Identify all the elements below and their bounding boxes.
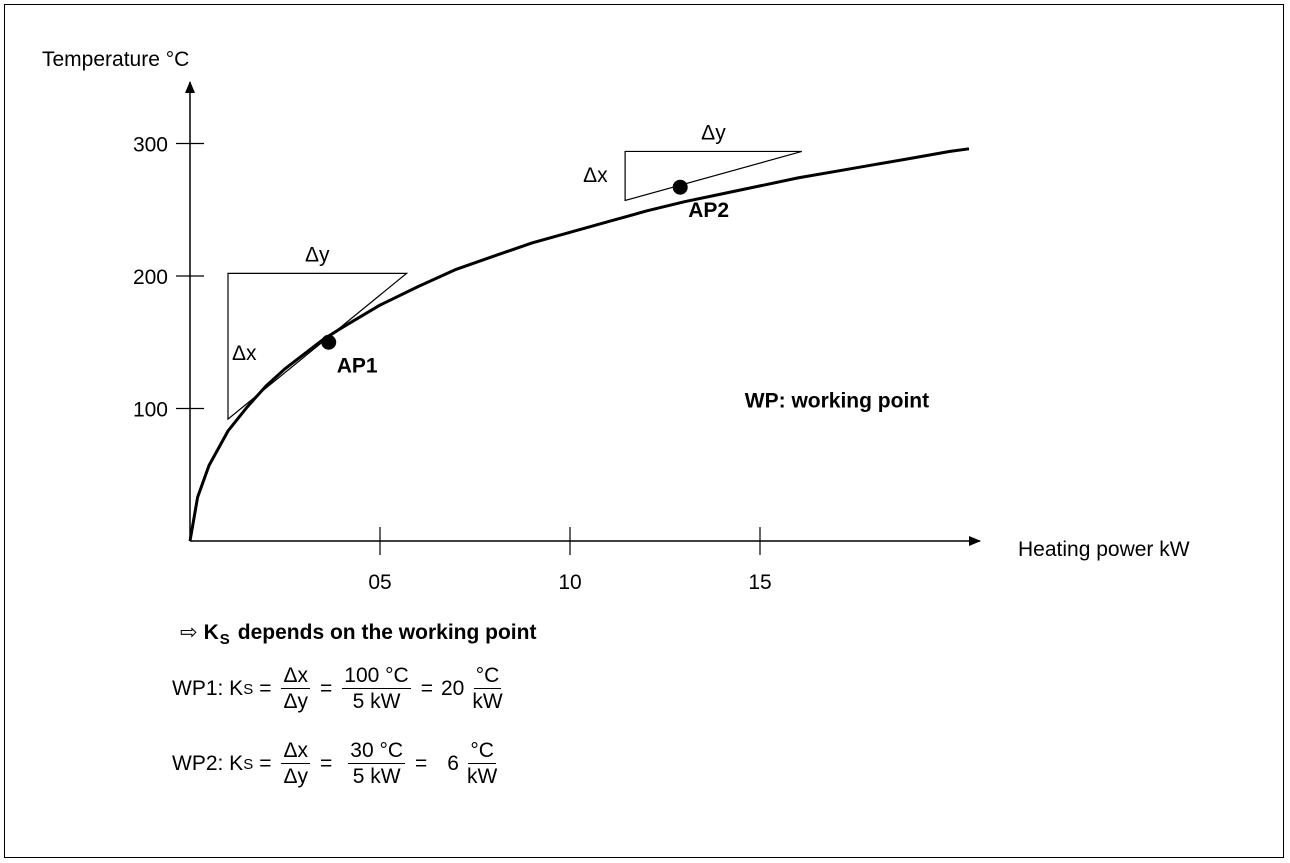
curve-line (188, 147, 970, 542)
working-point-label: AP2 (688, 199, 729, 222)
conclusion-subscript: S (219, 631, 230, 648)
x-tick-label: 15 (748, 571, 771, 594)
slope-triangle-2 (624, 150, 802, 202)
eq2-equals-1: = (259, 752, 272, 776)
x-axis-title: Heating power kW (1018, 538, 1190, 561)
eq1-equals-2: = (320, 677, 333, 701)
eq2-fraction-delta: Δx Δy (281, 739, 310, 789)
y-axis-title: Temperature °C (42, 48, 189, 71)
x-tick-label: 05 (368, 571, 391, 594)
eq1-coefficient: 20 (440, 677, 465, 701)
right-arrow-icon: ⇨ (180, 621, 198, 644)
eq2-lhs: WP2: K (172, 752, 244, 776)
delta-x-label: Δx (232, 342, 257, 365)
eq2-equals-2: = (320, 752, 333, 776)
figure-frame (4, 4, 1284, 858)
y-tick-label: 300 (133, 134, 168, 157)
annotation-text: WP: working point (745, 390, 929, 413)
conclusion-symbol: K (203, 621, 219, 644)
delta-y-label: Δy (701, 121, 726, 144)
eq2-fraction-values: 30 °C 5 kW (348, 739, 406, 789)
slope-triangle-1 (227, 272, 409, 421)
x-tick-label: 10 (558, 571, 581, 594)
eq2-coefficient: 6 (447, 752, 459, 776)
y-tick-label: 100 (133, 399, 168, 422)
working-point-label: AP1 (337, 354, 378, 377)
eq1-fraction-delta: Δx Δy (281, 664, 310, 714)
conclusion-line: ⇨ KS depends on the working point (180, 620, 536, 648)
working-point-2 (672, 179, 688, 195)
eq1-equals-1: = (259, 677, 272, 701)
eq1-equals-3: = (420, 677, 433, 701)
eq1-lhs: WP1: K (172, 677, 244, 701)
eq2-fraction-unit: °C kW (466, 739, 498, 789)
conclusion-text: depends on the working point (237, 621, 537, 644)
working-point-1 (321, 334, 337, 350)
eq2-subscript: S (243, 755, 254, 773)
eq1-fraction-unit: °C kW (472, 664, 503, 714)
delta-y-label: Δy (305, 243, 330, 266)
eq1-fraction-values: 100 °C 5 kW (342, 664, 411, 714)
delta-x-label: Δx (583, 164, 608, 187)
y-tick-label: 200 (133, 266, 168, 289)
eq2-equals-3: = (415, 752, 428, 776)
eq1-subscript: S (243, 680, 254, 698)
